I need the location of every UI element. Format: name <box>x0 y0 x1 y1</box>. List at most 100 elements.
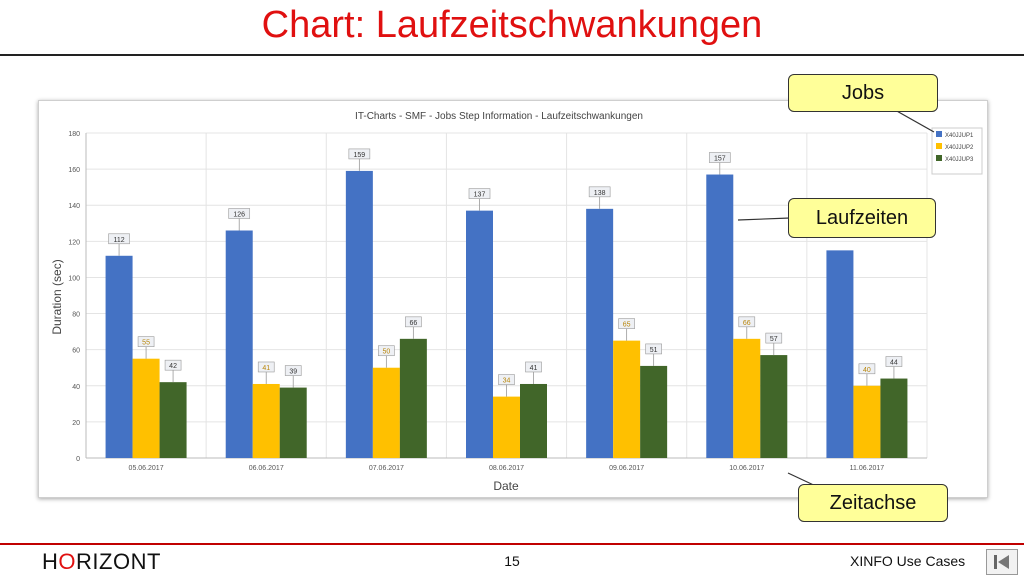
bar <box>399 338 427 458</box>
data-label: 41 <box>530 365 538 372</box>
data-label: 50 <box>382 349 390 356</box>
data-label-box <box>405 316 422 328</box>
x-tick-label: 11.06.2017 <box>850 465 885 472</box>
bar <box>466 210 493 458</box>
y-axis-label: Duration (sec) <box>50 259 64 334</box>
x-tick-label: 05.06.2017 <box>129 465 164 472</box>
bar <box>225 230 253 458</box>
bar <box>132 358 160 458</box>
data-label-box <box>765 332 783 344</box>
data-label-box <box>378 345 395 357</box>
x-tick-label: 06.06.2017 <box>249 465 284 472</box>
x-tick-labels: 05.06.2017 06.06.2017 07.06.2017 08.06.2017… <box>129 465 885 472</box>
data-label-box <box>137 336 155 347</box>
data-label-box <box>468 188 491 199</box>
legend-label: X40JJUP3 <box>945 157 974 163</box>
bar <box>613 340 641 458</box>
bar <box>493 396 520 458</box>
y-tick-label: 140 <box>68 203 80 210</box>
footer-divider <box>0 543 1024 545</box>
bar <box>520 383 547 458</box>
legend-swatch <box>936 143 942 149</box>
y-tick-label: 40 <box>72 384 80 391</box>
y-tick-label: 0 <box>76 456 80 463</box>
bar <box>159 382 187 458</box>
data-label: 157 <box>714 156 726 163</box>
data-label: 42 <box>169 363 177 370</box>
callout-jobs: Jobs <box>788 74 938 112</box>
y-tick-label: 100 <box>68 275 80 282</box>
data-label-box <box>738 316 756 328</box>
x-tick-label: 08.06.2017 <box>489 465 524 472</box>
data-label: 137 <box>474 192 486 199</box>
legend-swatch <box>936 155 942 161</box>
data-label: 34 <box>503 378 511 385</box>
data-label: 41 <box>262 365 270 372</box>
data-label-box <box>257 361 275 373</box>
title-divider <box>0 54 1024 56</box>
chart-frame: IT-Charts - SMF - Jobs Step Information … <box>38 100 988 498</box>
bar <box>640 365 668 458</box>
bar <box>826 250 854 458</box>
data-label: 66 <box>409 320 417 327</box>
x-tick-label: 10.06.2017 <box>729 465 764 472</box>
data-label-box <box>645 343 662 355</box>
callout-laufzeiten: Laufzeiten <box>788 198 936 238</box>
legend: X40JJUP1 X40JJUP2 X40JJUP3 <box>931 127 983 175</box>
data-label: 65 <box>623 322 631 329</box>
data-label-box <box>618 318 635 329</box>
legend-label: X40JJUP1 <box>945 133 974 139</box>
chart-title: IT-Charts - SMF - Jobs Step Information … <box>355 111 643 122</box>
legend-label: X40JJUP2 <box>945 145 974 151</box>
data-label: 55 <box>142 340 150 347</box>
data-label-box <box>284 365 302 376</box>
data-label: 44 <box>890 360 898 367</box>
footer-section-label: XINFO Use Cases <box>850 553 966 569</box>
x-tick-label: 07.06.2017 <box>369 465 404 472</box>
nav-first-button[interactable] <box>986 549 1018 575</box>
data-label: 57 <box>770 336 778 343</box>
logo-h: H <box>42 549 59 574</box>
data-label: 138 <box>594 190 606 197</box>
callout-zeitachse: Zeitachse <box>798 484 948 522</box>
bar <box>105 255 133 458</box>
data-label-box <box>164 359 182 371</box>
slide-title: Chart: Laufzeitschwankungen <box>261 4 763 46</box>
data-label-box <box>498 374 515 385</box>
page-number: 15 <box>504 553 520 569</box>
data-label: 126 <box>233 212 245 219</box>
bar <box>586 208 614 458</box>
data-label: 51 <box>650 347 658 354</box>
bar <box>345 170 373 458</box>
bar <box>252 383 280 458</box>
bar <box>853 385 881 458</box>
data-labels-layer: 112 55 42 126 41 39 159 50 66 137 34 41 138 65 51 157 66… <box>108 148 903 397</box>
callout-laufzeiten-text: Laufzeiten <box>815 207 909 229</box>
data-label-box <box>108 233 130 245</box>
y-tick-label: 20 <box>72 420 80 427</box>
bars-layer <box>105 170 908 458</box>
data-label-box <box>525 361 542 373</box>
y-tick-labels: 0 20 40 60 80 100 120 140 160 180 <box>68 131 80 463</box>
y-tick-label: 80 <box>72 312 80 319</box>
callout-zeitachse-text: Zeitachse <box>829 492 917 514</box>
y-tick-label: 160 <box>68 167 80 174</box>
bar-chart: IT-Charts - SMF - Jobs Step Information … <box>50 111 983 493</box>
bar <box>706 174 734 458</box>
y-tick-label: 120 <box>68 239 80 246</box>
bar <box>880 378 908 458</box>
data-label-box <box>885 356 903 367</box>
data-label: 159 <box>354 152 366 159</box>
data-label: 40 <box>863 367 871 374</box>
data-label: 66 <box>743 320 751 327</box>
data-label-box <box>348 148 371 160</box>
data-label: 112 <box>113 237 124 244</box>
bar <box>733 338 761 458</box>
legend-swatch <box>936 131 942 137</box>
x-axis-label: Date <box>493 479 519 493</box>
y-tick-label: 180 <box>68 131 80 138</box>
skip-back-icon <box>994 555 1009 569</box>
data-label-box <box>588 186 611 198</box>
data-label-box <box>228 208 251 219</box>
data-label-box <box>708 152 731 163</box>
